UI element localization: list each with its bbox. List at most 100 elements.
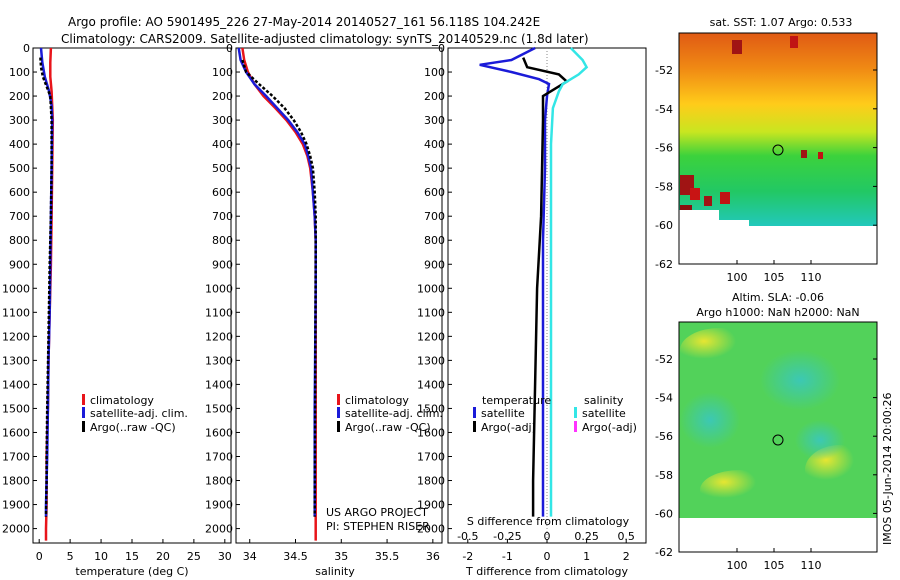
series-line-argo-raw-qc-: [241, 59, 317, 517]
x-tick-label-t: 2: [623, 550, 630, 563]
depth-tick-label: 1600: [417, 426, 445, 439]
legend-swatch-argo: [337, 421, 340, 432]
x-tick-label-s: 0: [544, 530, 551, 543]
x-tick-label: 15: [125, 550, 139, 563]
depth-tick-label: 1800: [205, 475, 233, 488]
legend-swatch-s-argo: [574, 421, 577, 432]
y-tick-label: -54: [655, 392, 673, 405]
depth-tick-label: 800: [212, 234, 233, 247]
depth-tick-label: 2000: [2, 523, 30, 536]
sla-title-1: Altim. SLA: -0.06: [732, 291, 824, 304]
legend-s-satellite: satellite: [582, 407, 626, 420]
salinity-series: [237, 47, 317, 541]
depth-tick-label: 700: [9, 210, 30, 223]
sla-missing-data: [679, 518, 877, 552]
depth-tick-label: 800: [424, 234, 445, 247]
header-line-1: Argo profile: AO 5901495_226 27-May-2014…: [68, 15, 540, 29]
depth-tick-label: 500: [212, 162, 233, 175]
depth-tick-label: 500: [9, 162, 30, 175]
legend-swatch-climatology: [337, 394, 340, 405]
sla-argo-location-marker: [772, 434, 784, 446]
legend-t-satellite: satellite: [481, 407, 525, 420]
depth-tick-label: 1500: [417, 402, 445, 415]
y-tick-label: -60: [655, 507, 673, 520]
legend-swatch-argo: [82, 421, 85, 432]
series-line-temperature-argo-adj-: [522, 57, 569, 517]
x-tick-label: 5: [67, 550, 74, 563]
x-tick-label-s: -0.5: [457, 530, 478, 543]
x-tick-label: 30: [218, 550, 232, 563]
x-tick-label: 25: [187, 550, 201, 563]
depth-tick-label: 1500: [2, 402, 30, 415]
legend-climatology: climatology: [90, 394, 154, 407]
x-tick-label: 35.5: [375, 550, 400, 563]
x-tick-label: 105: [764, 559, 785, 572]
depth-tick-label: 100: [9, 66, 30, 79]
x-tick-label: 34.5: [283, 550, 308, 563]
temperature-series: [39, 47, 55, 541]
t-difference-xlabel: T difference from climatology: [465, 565, 628, 578]
depth-tick-label: 1700: [205, 450, 233, 463]
legend-swatch-t-satellite: [473, 407, 476, 418]
x-tick-label-t: 1: [583, 550, 590, 563]
sla-axes: [678, 321, 878, 553]
x-tick-label-t: -1: [502, 550, 513, 563]
temperature-x-ticks: 0 5 10 15 20 25 30: [36, 539, 232, 563]
difference-x-ticks: -2 -1 0 1 2 -0.5 -0.25 0 0.25 0.5: [457, 530, 635, 563]
legend-swatch-s-satellite: [574, 407, 577, 418]
depth-tick-label: 900: [9, 258, 30, 271]
y-tick-label: -58: [655, 469, 673, 482]
x-tick-label: 100: [727, 559, 748, 572]
temperature-panel: 0 5 10 15 20 25 30 temperature (deg C) climato…: [32, 47, 232, 578]
depth-tick-label: 1300: [417, 354, 445, 367]
difference-series: [479, 46, 589, 517]
series-line-satellite-adj-clim-: [237, 47, 317, 517]
legend-swatch-satellite: [337, 407, 340, 418]
series-line-temperature-satellite: [479, 46, 551, 517]
depth-tick-label: 700: [424, 210, 445, 223]
x-tick-label: 10: [94, 550, 108, 563]
depth-tick-label: 1600: [2, 426, 30, 439]
x-tick-label: 35: [334, 550, 348, 563]
depth-tick-label: 1200: [205, 330, 233, 343]
depth-tick-label: 300: [9, 114, 30, 127]
legend-argo: Argo(..raw -QC): [90, 421, 176, 434]
sst-ticks: -52 -54 -56 -58 -60 -62 100 105 110: [655, 64, 877, 284]
depth-tick-label: 1900: [417, 499, 445, 512]
depth-tick-label: 1800: [2, 475, 30, 488]
x-tick-label: 20: [156, 550, 170, 563]
x-tick-label: 105: [764, 271, 785, 284]
sst-missing-data: [679, 226, 877, 264]
salinity-x-ticks: 34 34.5 35 35.5 36: [243, 539, 440, 563]
legend-s-argo: Argo(-adj): [582, 421, 637, 434]
legend-salinity-title: salinity: [584, 394, 624, 407]
depth-tick-label: 1000: [205, 282, 233, 295]
temperature-xlabel: temperature (deg C): [75, 565, 188, 578]
project-label: US ARGO PROJECT: [326, 506, 428, 519]
depth-tick-label: 200: [9, 90, 30, 103]
y-tick-label: -58: [655, 180, 673, 193]
legend-swatch-t-argo: [473, 421, 476, 432]
depth-tick-label: 1400: [205, 378, 233, 391]
series-line-salinity-satellite: [549, 47, 589, 517]
x-tick-label: 36: [426, 550, 440, 563]
depth-tick-label: 300: [424, 114, 445, 127]
header-line-2: Climatology: CARS2009. Satellite-adjuste…: [61, 32, 589, 46]
depth-tick-label: 1900: [205, 499, 233, 512]
legend-climatology: climatology: [345, 394, 409, 407]
legend-t-argo: Argo(-adj): [481, 421, 536, 434]
x-tick-label: 34: [243, 550, 257, 563]
salinity-panel: 34 34.5 35 35.5 36 salinity climatology sate…: [235, 47, 443, 578]
s-difference-label: S difference from climatology: [467, 515, 630, 528]
x-tick-label: 110: [801, 271, 822, 284]
depth-tick-label: 1300: [205, 354, 233, 367]
depth-tick-label: 1100: [2, 306, 30, 319]
depth-tick-label: 900: [424, 258, 445, 271]
x-tick-label: 110: [801, 559, 822, 572]
legend-temperature-title: temperature: [482, 394, 551, 407]
legend-satellite: satellite-adj. clim.: [90, 407, 188, 420]
sst-axes: [678, 32, 878, 265]
sla-map: Altim. SLA: -0.06 Argo h1000: NaN h2000:…: [655, 291, 878, 572]
depth-tick-label: 1500: [205, 402, 233, 415]
sst-map: sat. SST: 1.07 Argo: 0.533 -52-54-56-58-…: [655, 16, 878, 284]
